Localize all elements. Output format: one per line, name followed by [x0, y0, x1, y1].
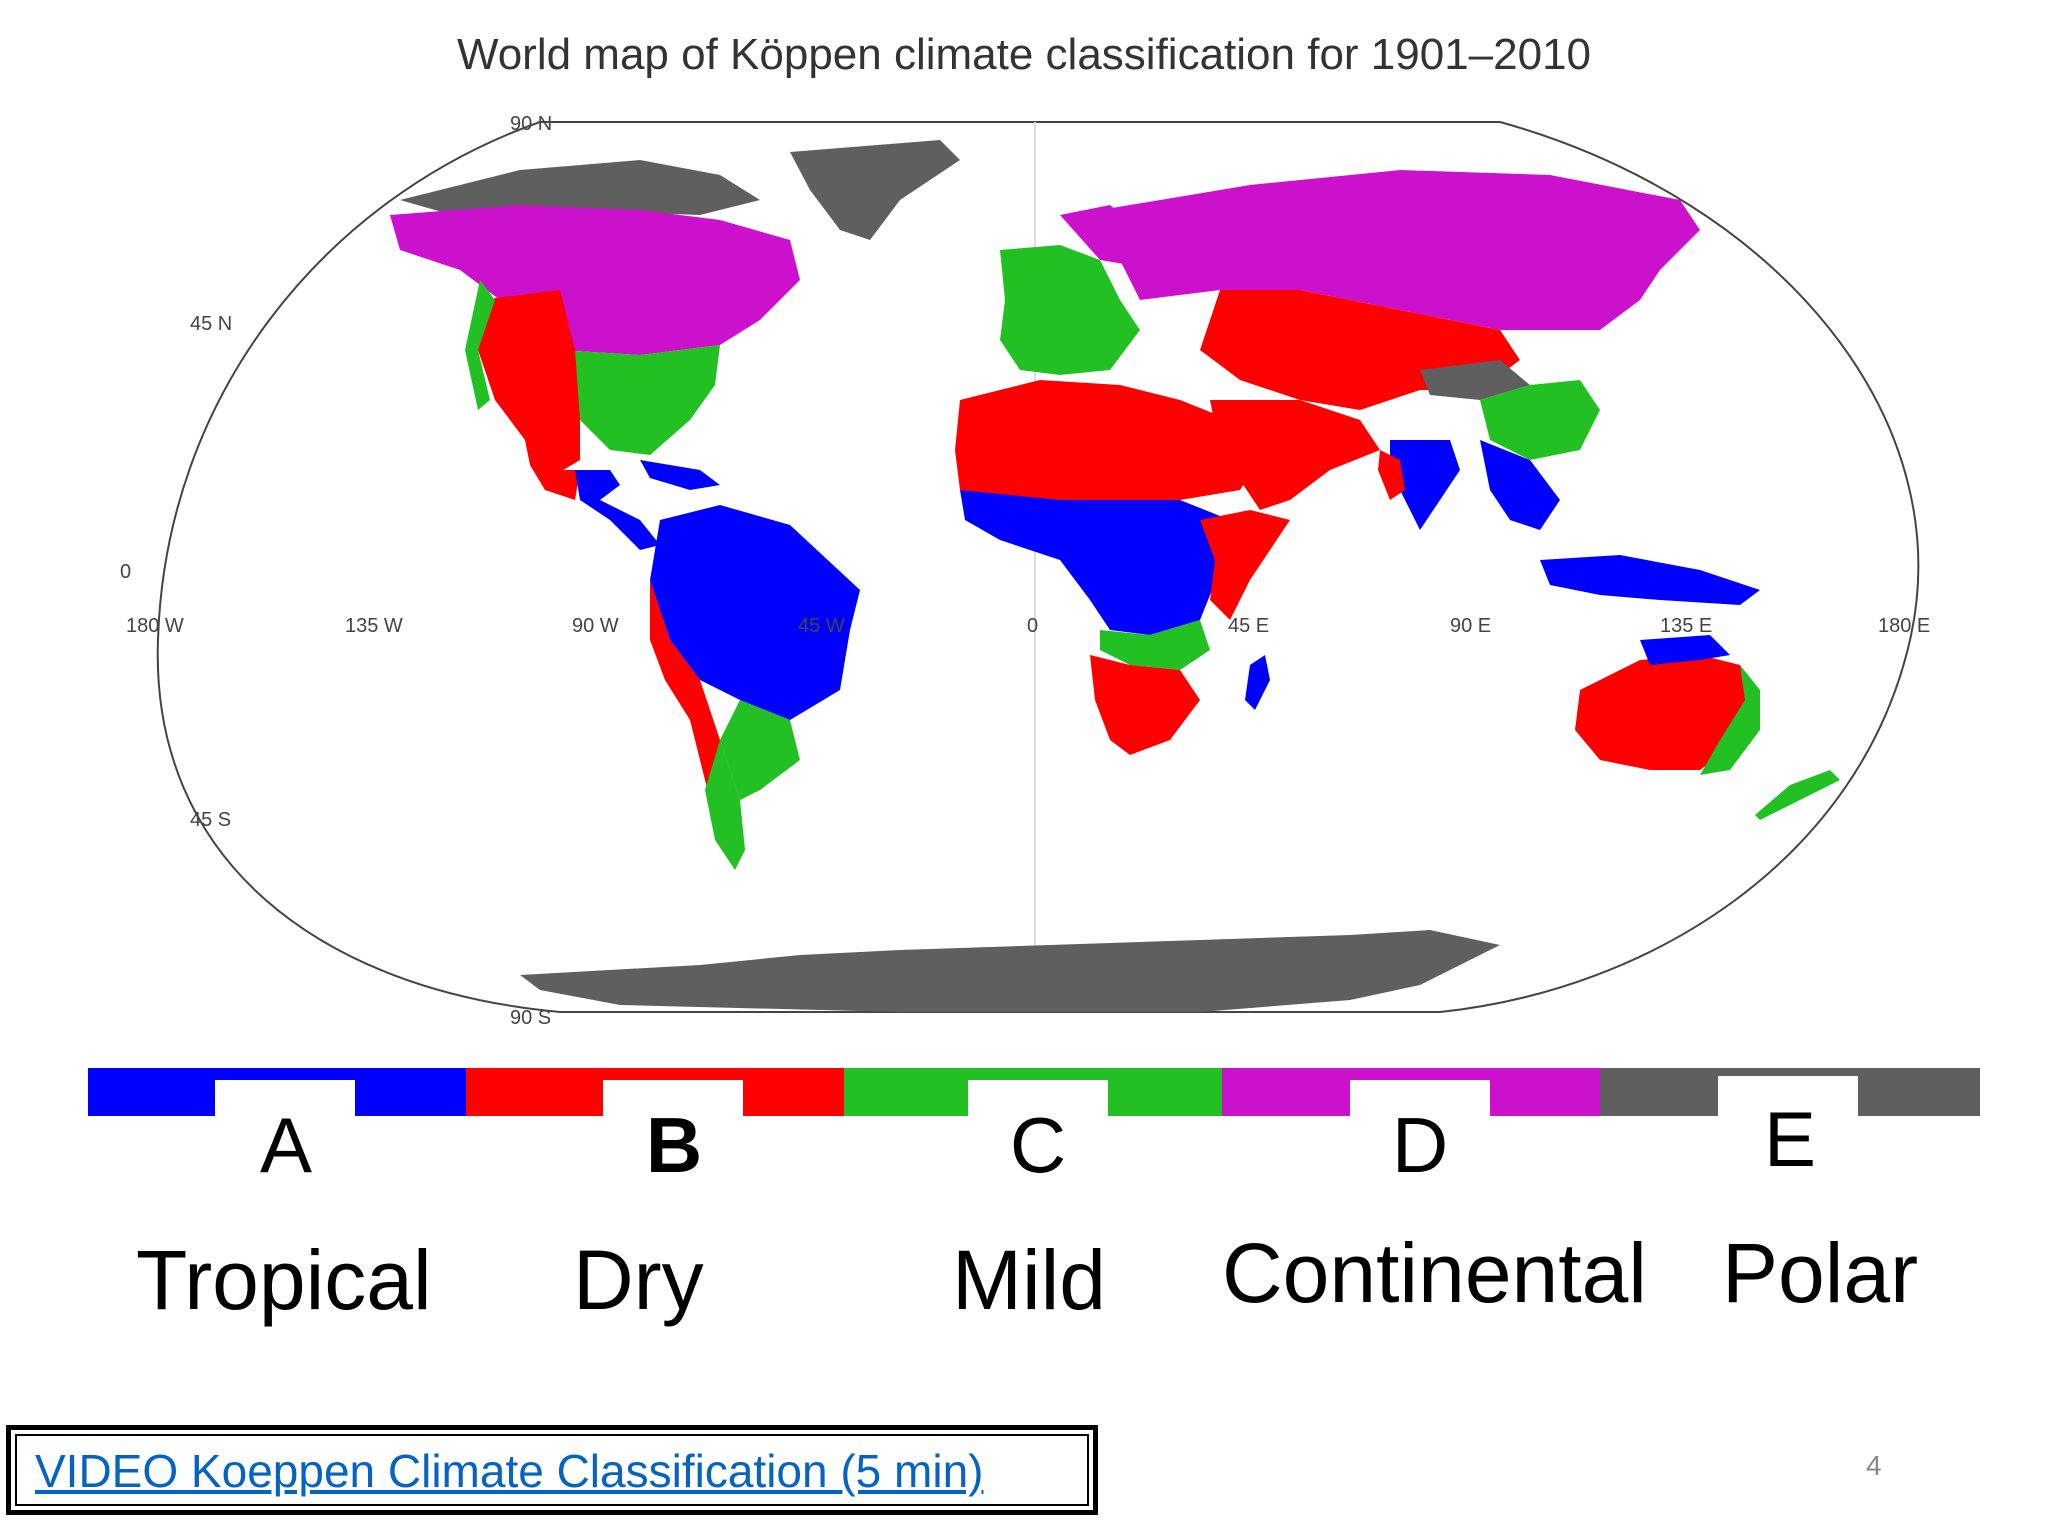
legend-name-dry: Dry: [573, 1233, 704, 1327]
video-link-box: VIDEO Koeppen Climate Classification (5 …: [6, 1425, 1098, 1515]
region-mexico-dry: [525, 440, 580, 500]
lat-label-45n: 45 N: [190, 313, 232, 335]
region-greenland: [790, 140, 960, 240]
legend-notch-e: [1718, 1076, 1858, 1116]
legend-letter-c: C: [1009, 1101, 1067, 1189]
region-sa-mild: [720, 700, 800, 800]
region-indonesia: [1540, 555, 1760, 605]
lat-label-45s: 45 S: [190, 809, 231, 831]
lon-label-90w: 90 W: [572, 615, 619, 637]
legend-notch-c: [968, 1080, 1108, 1120]
region-india: [1390, 440, 1460, 530]
legend-name-continental: Continental: [1222, 1226, 1647, 1320]
region-east-africa: [1200, 510, 1290, 620]
legend-letter-d: D: [1391, 1101, 1449, 1189]
region-madagascar: [1245, 655, 1270, 710]
legend-letter-e: E: [1763, 1095, 1817, 1183]
legend-notch-a: [215, 1080, 355, 1120]
legend-notch-d: [1350, 1080, 1490, 1120]
region-arabia-dry: [1210, 400, 1380, 510]
region-us-west-coast: [465, 280, 495, 410]
video-link-inner-border: [15, 1434, 1089, 1506]
region-central-america: [575, 470, 660, 550]
region-se-asia: [1480, 440, 1560, 530]
region-australia-dry: [1575, 655, 1760, 770]
lat-label-90s: 90 S: [510, 1007, 551, 1029]
region-us-west-dry: [478, 290, 580, 475]
region-sa-south-mild: [705, 740, 745, 870]
legend-letter-b: B: [645, 1101, 703, 1189]
region-arctic-canada: [400, 160, 760, 220]
region-europe-mild: [1000, 245, 1140, 375]
lon-label-45e: 45 E: [1228, 615, 1269, 637]
region-na-continental: [390, 205, 800, 355]
lon-label-180e: 180 E: [1878, 615, 1930, 637]
lat-label-90n: 90 N: [510, 113, 552, 135]
legend-name-polar: Polar: [1722, 1226, 1919, 1320]
legend-name-tropical: Tropical: [136, 1233, 432, 1327]
legend-letter-a: A: [259, 1101, 313, 1189]
region-australia-east-mild: [1700, 665, 1760, 775]
region-east-asia-mild: [1480, 380, 1600, 460]
legend-notch-b: [603, 1080, 743, 1120]
region-africa-tropical: [960, 490, 1230, 635]
page-number: 4: [1866, 1450, 1882, 1481]
region-antarctica: [520, 930, 1500, 1012]
region-north-australia: [1640, 635, 1730, 665]
region-us-east-mild: [560, 345, 720, 455]
region-new-zealand: [1755, 770, 1840, 820]
region-tibet: [1420, 360, 1530, 400]
lon-label-45w: 45 W: [798, 615, 845, 637]
map-title: World map of Köppen climate classificati…: [456, 30, 1592, 79]
lon-label-90e: 90 E: [1450, 615, 1491, 637]
region-caribbean: [640, 460, 720, 490]
region-africa-mild-band: [1100, 620, 1210, 670]
region-sahara-dry: [955, 380, 1260, 500]
region-india-dry: [1378, 450, 1405, 500]
lon-label-0: 0: [1027, 615, 1038, 637]
lon-label-135e: 135 E: [1660, 615, 1712, 637]
legend-color-bar: [88, 1068, 1980, 1120]
video-link[interactable]: VIDEO Koeppen Climate Classification (5 …: [35, 1445, 984, 1497]
koppen-world-map: 90 N 45 N 0 45 S 90 S 180 W 135 W 90 W 4…: [120, 113, 1930, 1029]
region-southern-africa-dry: [1090, 655, 1200, 755]
region-sa-tropical: [650, 505, 860, 720]
lat-label-0: 0: [120, 561, 131, 583]
legend-name-mild: Mild: [952, 1233, 1107, 1327]
lon-label-180w: 180 W: [126, 615, 184, 637]
lon-label-135w: 135 W: [345, 615, 403, 637]
